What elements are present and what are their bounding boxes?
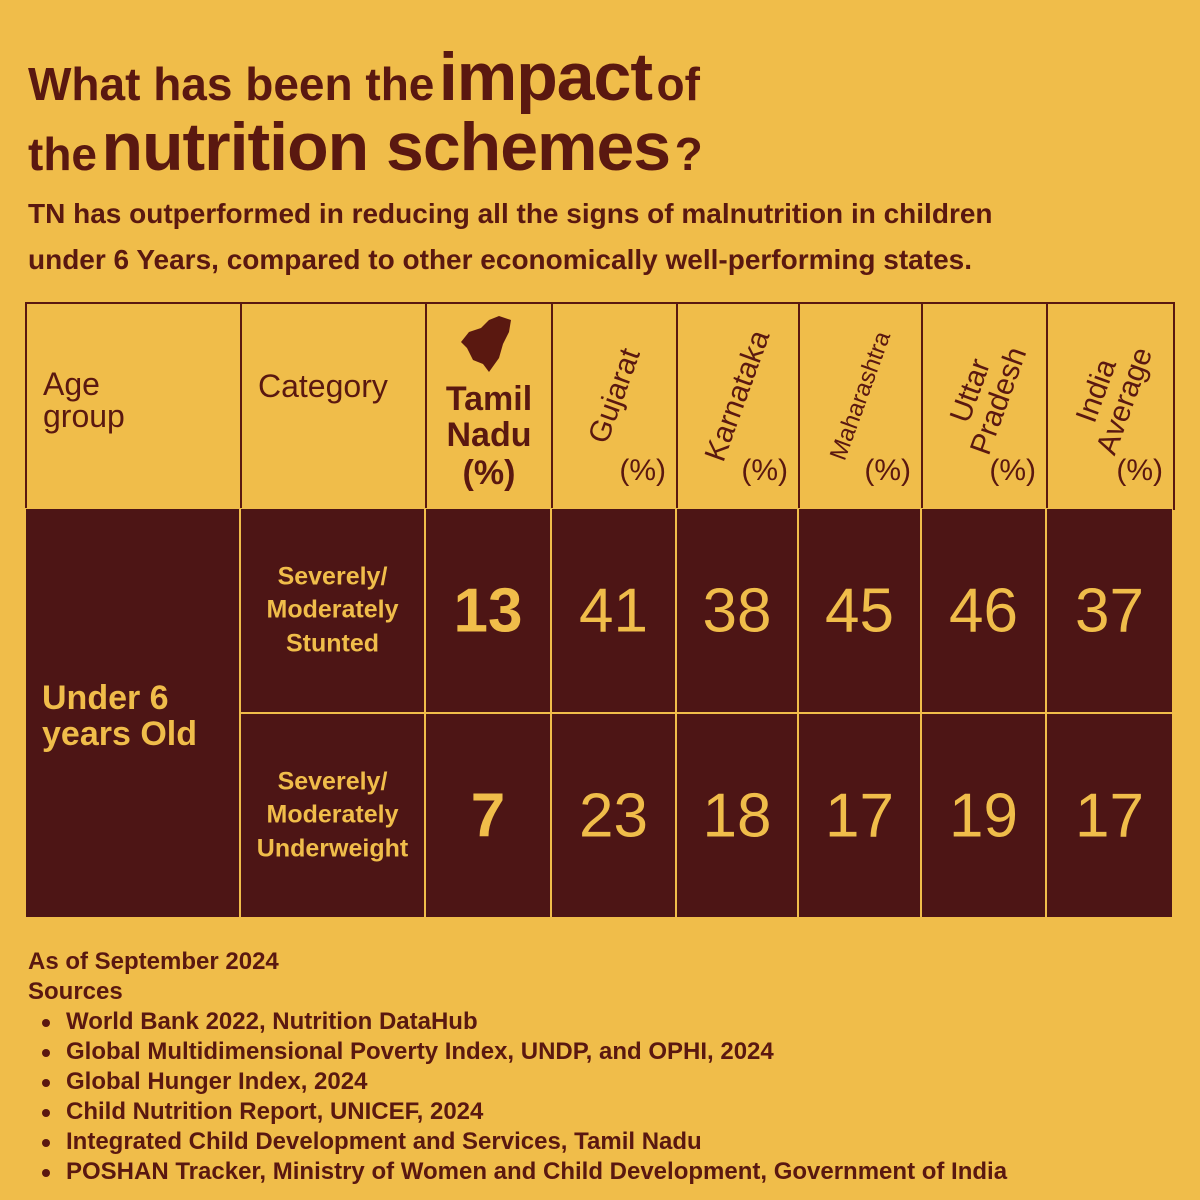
category-line: Moderately [266,800,399,829]
value-cell: 17 [798,713,921,918]
source-item: Child Nutrition Report, UNICEF, 2024 [42,1098,483,1126]
category-line: Severely/ [277,766,388,795]
category: Severely/Moderately Stunted [241,560,424,661]
header-cell: Age group [25,302,242,510]
source-text: POSHAN Tracker, Ministry of Women and Ch… [66,1158,1008,1185]
value-cell: 45 [798,508,921,713]
title-emphasis: nutrition schemes [101,109,671,185]
bullet [42,1138,50,1147]
title-line: What has been the impact of [28,38,700,116]
as-of: As of September 2024 [28,948,279,975]
title-part: ? [674,128,703,180]
value-cell: 19 [921,713,1046,918]
header-text: Karnataka [698,325,777,466]
value: 13 [453,576,523,645]
title-line: the nutrition schemes ? [28,108,703,186]
value: 41 [579,576,648,645]
header-cell: Category [240,302,427,510]
source-text: World Bank 2022, Nutrition DataHub [66,1008,478,1035]
source-text: Global Hunger Index, 2024 [66,1068,368,1095]
header-text: Category [258,368,388,404]
source-text: Integrated Child Development and Service… [66,1128,702,1155]
header-cell: Uttar Pradesh (%) [921,302,1048,510]
header-cell: Tamil Nadu (%) [425,302,553,510]
title-emphasis: impact [438,39,653,115]
source-text: Global Multidimensional Poverty Index, U… [66,1038,774,1065]
sources-title: Sources [28,978,123,1005]
header-unit: (%) [741,454,788,487]
subtitle: TN has outperformed in reducing all the … [28,198,993,229]
age-group: Under 6 years Old [42,679,197,753]
header-text: Tamil Nadu [445,380,533,454]
bullet [42,1018,50,1027]
value: 18 [702,781,772,850]
header-text: Age group [43,366,125,434]
value-cell: 37 [1046,508,1173,713]
category-line: Stunted [285,629,380,658]
title-part: What has been the [28,58,435,110]
value: 19 [949,781,1018,850]
value: 23 [579,781,648,850]
value-cell: 13 [425,508,551,713]
value: 37 [1075,576,1144,645]
header-cell: Gujarat (%) [551,302,678,510]
source-item: Integrated Child Development and Service… [42,1128,702,1156]
value: 17 [1075,781,1144,850]
header-unit: (%) [1116,454,1163,487]
title-part: of [656,58,700,110]
header-cell: India Average (%) [1046,302,1175,510]
bullet [42,1168,50,1177]
value-cell: 7 [425,713,551,918]
age-group-cell: Under 6 years Old [25,508,240,918]
source-item: World Bank 2022, Nutrition DataHub [42,1008,478,1036]
source-text: Child Nutrition Report, UNICEF, 2024 [66,1098,484,1125]
header-cell: Karnataka (%) [676,302,800,510]
value-cell: 38 [676,508,798,713]
category-line: Moderately [266,595,399,624]
category: Severely/Moderately Underweight [241,765,424,866]
header-unit: (%) [989,454,1036,487]
category-line: Severely/ [277,561,388,590]
source-item: Global Multidimensional Poverty Index, U… [42,1038,774,1066]
header-text: Uttar Pradesh [943,342,1033,459]
header-cell: Maharashtra (%) [798,302,923,510]
value-cell: 41 [551,508,676,713]
header-text: Gujarat [581,343,647,448]
tamil-nadu-map [461,316,511,372]
bullet [42,1078,50,1087]
category-line: Underweight [256,834,409,863]
bullet [42,1048,50,1057]
header-unit: (%) [864,454,911,487]
header-text: Maharashtra [824,327,896,464]
header-unit: (%) [619,454,666,487]
category-cell: Severely/Moderately Underweight [240,713,425,918]
value-cell: 17 [1046,713,1173,918]
value: 45 [825,576,894,645]
category-cell: Severely/Moderately Stunted [240,508,425,713]
value: 7 [470,781,506,850]
header-text: India Average [1069,342,1159,459]
header-unit: (%) [462,454,516,492]
value: 17 [825,781,894,850]
source-item: POSHAN Tracker, Ministry of Women and Ch… [42,1158,1007,1186]
value: 46 [949,576,1018,645]
source-item: Global Hunger Index, 2024 [42,1068,367,1096]
value: 38 [702,576,772,645]
value-cell: 46 [921,508,1046,713]
bullet [42,1108,50,1117]
title-part: the [28,128,97,180]
value-cell: 18 [676,713,798,918]
subtitle: under 6 Years, compared to other economi… [28,244,972,275]
value-cell: 23 [551,713,676,918]
